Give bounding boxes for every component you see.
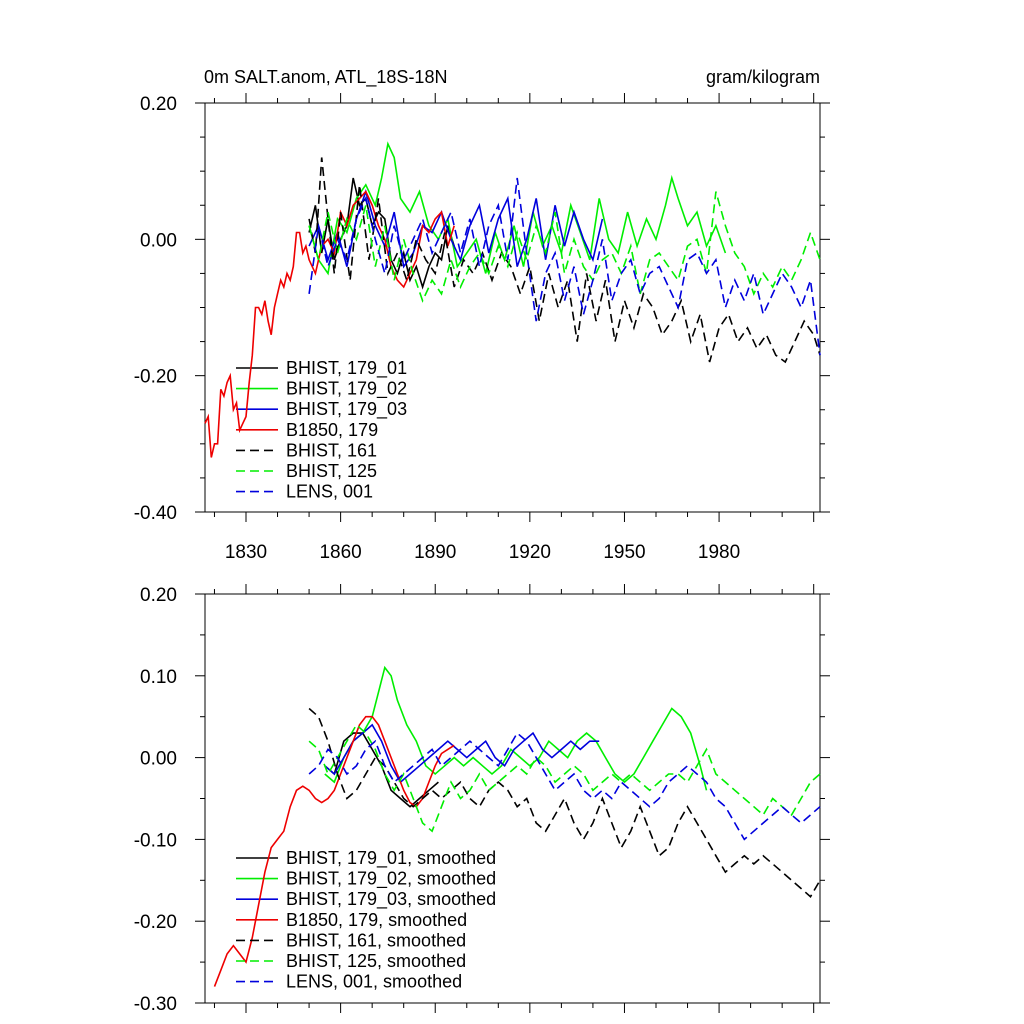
series-line-4 (308, 707, 821, 898)
y-tick-label: -0.20 (134, 367, 177, 388)
y-tick-label: -0.10 (134, 830, 177, 851)
series-line-2 (308, 188, 604, 269)
x-tick-label: 1830 (225, 542, 267, 563)
legend-label: LENS, 001, smoothed (286, 972, 462, 992)
x-tick-label: 1860 (319, 542, 361, 563)
series-line-2 (324, 723, 600, 784)
y-tick-label: 0.00 (140, 749, 177, 770)
series-line-5 (308, 723, 821, 833)
series-line-0 (308, 177, 455, 290)
legend-label: BHIST, 179_03, smoothed (286, 889, 496, 910)
y-tick-label: -0.40 (134, 503, 177, 524)
series-line-4 (308, 157, 821, 364)
x-tick-label: 1980 (698, 542, 740, 563)
x-tick-label: 1950 (603, 542, 645, 563)
y-tick-label: 0.20 (140, 585, 177, 606)
legend-label: BHIST, 125 (286, 461, 377, 481)
legend-label: BHIST, 161 (286, 440, 377, 460)
y-tick-label: 0.20 (140, 94, 177, 115)
series-line-1 (308, 141, 727, 276)
bottom-panel: 0.20 0.10 0.00 -0.10 -0.20 -0.30 BHIST, 179_01… (134, 584, 830, 1015)
series-line-6 (308, 731, 821, 841)
legend-label: B1850, 179 (286, 420, 378, 440)
series-line-6 (308, 177, 821, 356)
chart-title: 0m SALT.anom, ATL_18S-18N (204, 67, 447, 88)
y-tick-label: 0.00 (140, 230, 177, 251)
legend-label: B1850, 179, smoothed (286, 910, 467, 930)
legend-label: LENS, 001 (286, 482, 373, 502)
legend-label: BHIST, 179_02 (286, 379, 407, 400)
y-tick-label: -0.20 (134, 912, 177, 933)
x-tick-label: 1890 (414, 542, 456, 563)
legend-label: BHIST, 179_02, smoothed (286, 869, 496, 890)
legend-label: BHIST, 161, smoothed (286, 930, 466, 950)
legend-label: BHIST, 125, smoothed (286, 951, 466, 971)
units-label: gram/kilogram (706, 67, 820, 87)
legend-label: BHIST, 179_01 (286, 358, 407, 379)
legend-label: BHIST, 179_03 (286, 399, 407, 420)
top-panel: 0.20 0.00 -0.20 -0.40 1830 1860 1890 1920 1950 19… (134, 93, 830, 563)
series-line-5 (308, 191, 821, 303)
y-tick-label: 0.10 (140, 667, 177, 688)
x-tick-label: 1920 (509, 542, 551, 563)
legend-label: BHIST, 179_01, smoothed (286, 848, 496, 869)
y-tick-label: -0.30 (134, 994, 177, 1015)
series-line-1 (324, 665, 708, 791)
